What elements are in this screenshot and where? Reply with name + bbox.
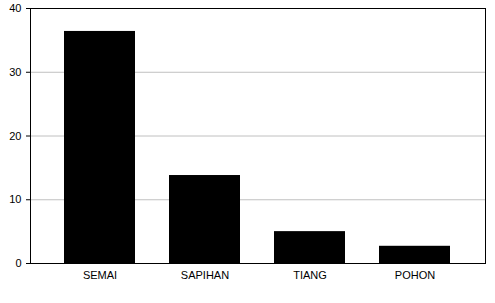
svg-text:30: 30 (9, 66, 21, 78)
svg-text:TIANG: TIANG (293, 269, 327, 281)
svg-text:0: 0 (15, 257, 21, 269)
svg-text:POHON: POHON (395, 269, 435, 281)
svg-text:10: 10 (9, 193, 21, 205)
svg-text:20: 20 (9, 130, 21, 142)
svg-text:SEMAI: SEMAI (83, 269, 117, 281)
svg-text:40: 40 (9, 2, 21, 14)
svg-text:SAPIHAN: SAPIHAN (181, 269, 229, 281)
